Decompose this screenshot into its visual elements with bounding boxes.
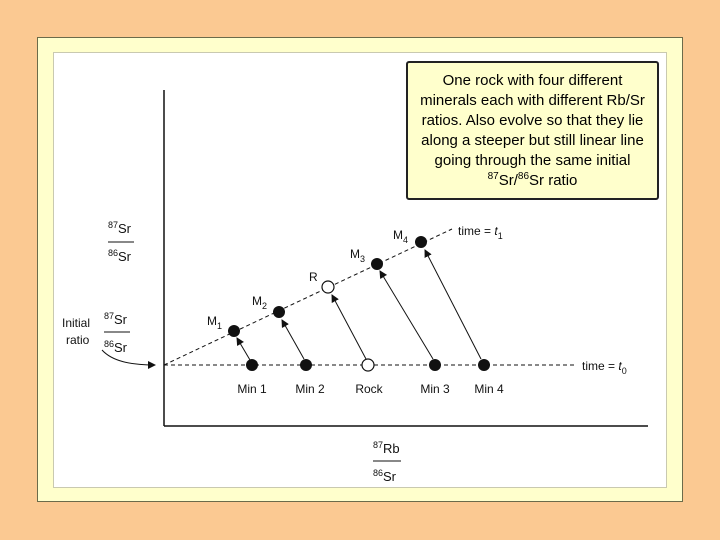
label-rock: Rock [355,382,383,396]
label-min-1: Min 1 [237,382,267,396]
isochron-t1-line [163,228,453,366]
x-axis-label-numerator: 87Rb [373,440,400,456]
point-m1 [228,325,240,337]
y-axis-label-denominator: 86Sr [108,248,132,264]
point-m3 [371,258,383,270]
point-min-4 [478,359,490,371]
label-m4: M4 [393,228,408,245]
label-r: R [309,270,318,284]
evolution-arrow [379,270,434,360]
initial-ratio-denominator: 86Sr [104,339,128,355]
initial-ratio-numerator: 87Sr [104,311,128,327]
label-time-t0: time = t0 [582,359,627,376]
evolution-arrow [331,294,367,360]
evolution-arrow [236,337,251,361]
x-axis-label-denominator: 86Sr [373,468,397,484]
callout-box: One rock with four different minerals ea… [406,61,659,200]
label-min-3: Min 3 [420,382,450,396]
evolution-arrow [424,249,482,360]
point-m2 [273,306,285,318]
point-r [321,280,335,294]
label-min-2: Min 2 [295,382,325,396]
point-rock [361,358,375,372]
y-axis-label-numerator: 87Sr [108,220,132,236]
initial-ratio-word-2: ratio [66,333,90,347]
evolution-arrow [281,319,305,360]
callout-text: One rock with four different minerals ea… [420,71,645,189]
initial-ratio-word-1: Initial [62,316,90,330]
label-m3: M3 [350,247,365,264]
label-min-4: Min 4 [474,382,504,396]
point-min-3 [429,359,441,371]
point-min-1 [246,359,258,371]
initial-ratio-arrow [101,349,156,369]
label-m1: M1 [207,314,222,331]
label-m2: M2 [252,294,267,311]
label-time-t1: time = t1 [458,224,503,241]
point-m4 [415,236,427,248]
point-min-2 [300,359,312,371]
